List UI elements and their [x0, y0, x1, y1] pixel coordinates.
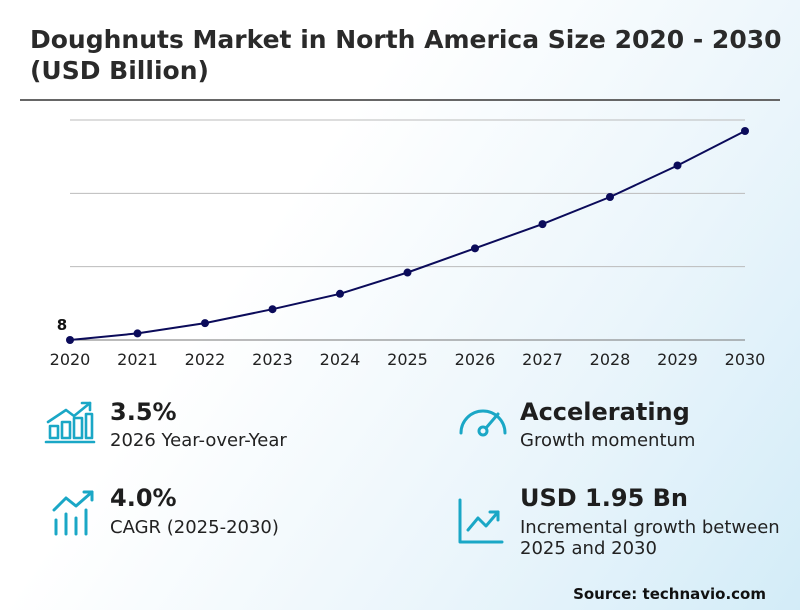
- x-tick-2021: 2021: [117, 350, 158, 369]
- x-tick-2020: 2020: [50, 350, 91, 369]
- data-point-2021: [133, 329, 142, 338]
- data-point-2030: [741, 127, 749, 135]
- x-tick-2022: 2022: [185, 350, 226, 369]
- bar-chart-growth-icon: [44, 401, 96, 444]
- x-tick-2030: 2030: [725, 350, 766, 369]
- data-points: [66, 127, 749, 344]
- x-tick-2028: 2028: [590, 350, 631, 369]
- x-axis-tick-labels: 2020 2021 2022 2023 2024 2025 2026 2027 2028 2029…: [50, 350, 766, 369]
- x-tick-2024: 2024: [320, 350, 361, 369]
- series-line: [69, 130, 746, 341]
- kpi-cagr-value: 4.0%: [110, 484, 177, 512]
- x-tick-2023: 2023: [252, 350, 293, 369]
- title-divider: [20, 99, 780, 101]
- speedometer-icon: [459, 409, 507, 437]
- data-point-2029: [673, 161, 682, 170]
- data-point-2028: [606, 193, 614, 201]
- kpi-cagr-label: CAGR (2025-2030): [110, 517, 279, 538]
- x-tick-2027: 2027: [522, 350, 563, 369]
- kpi-momentum-label: Growth momentum: [520, 430, 696, 451]
- kpi-momentum-value: Accelerating: [520, 398, 690, 426]
- data-point-2023: [268, 305, 277, 314]
- data-labels: 8: [57, 316, 67, 334]
- data-point-2025: [403, 268, 412, 277]
- kpi-yoy-label: 2026 Year-over-Year: [110, 430, 287, 451]
- source-note: Source: technavio.com: [573, 585, 766, 603]
- x-tick-2025: 2025: [387, 350, 428, 369]
- x-tick-2029: 2029: [657, 350, 698, 369]
- line-chart-up-icon: [458, 498, 504, 544]
- data-point-2024: [336, 289, 344, 298]
- data-label-2020: 8: [57, 316, 67, 334]
- data-point-2027: [538, 220, 547, 229]
- kpi-incremental-label: Incremental growth between 2025 and 2030: [520, 517, 780, 559]
- kpi-incremental-value: USD 1.95 Bn: [520, 484, 688, 512]
- data-point-2020: [66, 336, 74, 344]
- trend-bars-icon: [52, 490, 94, 536]
- kpi-yoy-value: 3.5%: [110, 398, 177, 426]
- data-point-2022: [201, 319, 209, 328]
- page-title: Doughnuts Market in North America Size 2…: [30, 25, 782, 85]
- chart-gridlines: [70, 119, 745, 341]
- data-point-2026: [471, 244, 479, 253]
- market-size-line-chart: 2020 2021 2022 2023 2024 2025 2026 2027 2028 2029…: [50, 119, 766, 369]
- x-tick-2026: 2026: [455, 350, 496, 369]
